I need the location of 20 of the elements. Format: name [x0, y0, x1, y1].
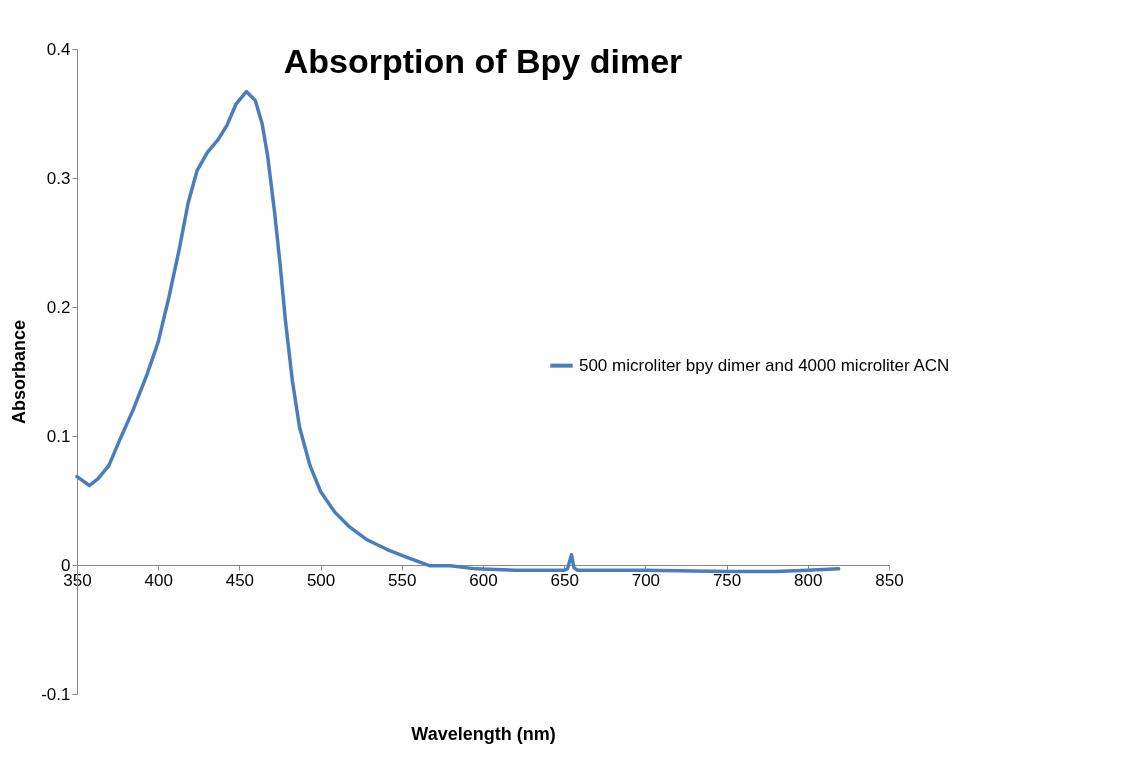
x-tick-label: 650	[550, 570, 579, 590]
legend-label: 500 microliter bpy dimer and 4000 microliter ACN	[578, 355, 950, 375]
x-tick-label: 600	[469, 570, 498, 590]
x-tick-label: 500	[306, 570, 336, 590]
x-tick-label: 400	[144, 570, 173, 590]
y-tick-label: 0.1	[46, 426, 71, 446]
x-tick-label: 450	[225, 570, 255, 590]
line-series	[75, 89, 841, 574]
x-tick-label: 700	[631, 570, 661, 590]
x-tick-label: 550	[388, 570, 417, 590]
y-axis-title: Absorbance	[9, 319, 30, 425]
x-tick-label: 850	[875, 570, 904, 590]
x-axis-title: Wavelength (nm)	[411, 723, 556, 744]
x-tick-label: 750	[712, 570, 742, 590]
y-tick-label: -0.1	[41, 684, 71, 704]
y-tick-label: 0.2	[46, 297, 71, 317]
y-tick-label: 0.4	[46, 39, 71, 59]
y-tick-label: 0.3	[46, 168, 71, 188]
chart-title: Absorption of Bpy dimer	[283, 42, 683, 80]
x-tick-label: 800	[794, 570, 823, 590]
